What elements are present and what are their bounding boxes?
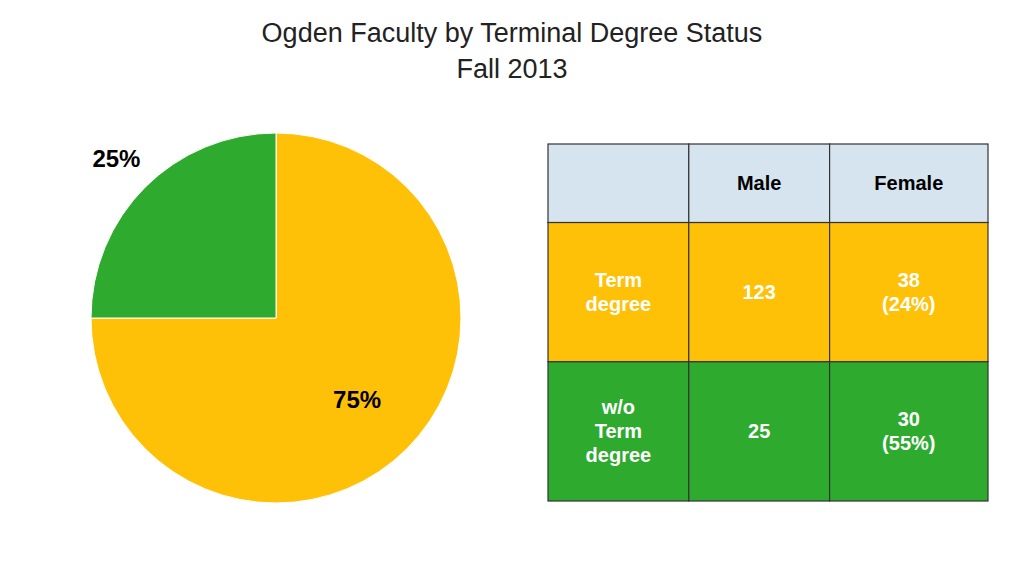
table-row-label: Termdegree (586, 269, 652, 315)
table-row-label-cell (548, 362, 689, 501)
table-cell (830, 223, 988, 362)
pie (91, 133, 461, 503)
chart: Ogden Faculty by Terminal Degree Status F… (0, 0, 1024, 576)
table-row-label: w/oTermdegree (586, 396, 652, 466)
table-header: Male (737, 172, 781, 194)
table: Male Female Termdegree 123 38(24%) w/oTermdeg… (548, 144, 988, 501)
table-cell (689, 223, 830, 362)
table-header-cell (830, 144, 988, 223)
subtitle: Fall 2013 (456, 54, 567, 84)
table-cell (689, 362, 830, 501)
data-label: 75% (333, 386, 381, 413)
table-value: 38(24%) (882, 269, 935, 315)
table-value: 123 (743, 281, 776, 303)
table-value: 30(55%) (882, 408, 935, 454)
title: Ogden Faculty by Terminal Degree Status (262, 18, 763, 48)
background (0, 0, 1024, 576)
table-header-cell (689, 144, 830, 223)
pie-slice (91, 133, 461, 503)
table-header: Female (874, 172, 943, 194)
table-cell (830, 362, 988, 501)
pie-slice (91, 133, 276, 318)
table-header-cell (548, 144, 689, 223)
data-label: 25% (92, 145, 140, 172)
table-row-label-cell (548, 223, 689, 362)
table-value: 25 (748, 420, 770, 442)
